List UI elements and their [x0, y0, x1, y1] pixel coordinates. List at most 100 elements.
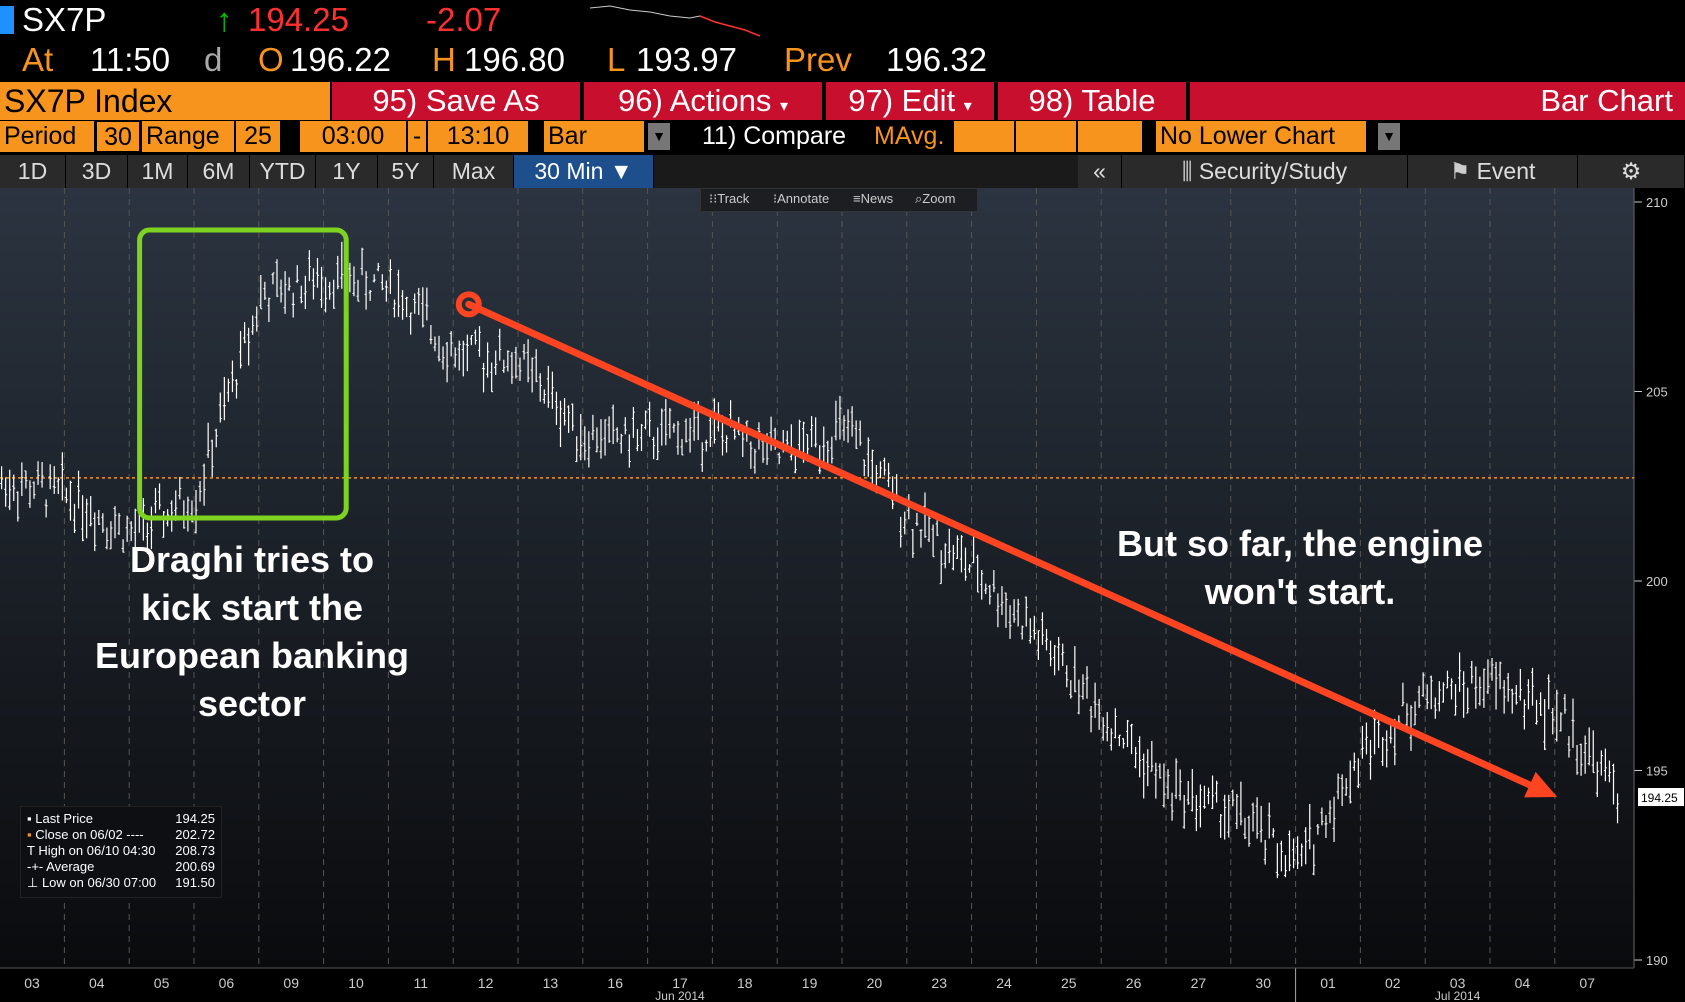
- tab-6m[interactable]: 6M: [188, 155, 250, 188]
- track-button[interactable]: ⁝⁝ Track: [709, 189, 749, 209]
- square-icon: ▪: [27, 811, 36, 826]
- period-field[interactable]: 30: [96, 121, 140, 152]
- trend-arrow: [455, 291, 1558, 798]
- tab-bar: 1D 3D 1M 6M YTD 1Y 5Y Max 30 Min ▼ « ⫼ S…: [0, 155, 1685, 188]
- legend-average: -+- Average 200.69: [27, 859, 215, 875]
- edit-label: 97) Edit: [848, 83, 956, 118]
- trend-line: [465, 300, 1547, 795]
- range-dash: -: [408, 121, 426, 152]
- price-bars: [0, 241, 1620, 879]
- low-value: 193.97: [636, 41, 737, 78]
- last-price-tag[interactable]: 194.25: [1638, 788, 1684, 807]
- end-time-field[interactable]: 13:10: [428, 121, 528, 152]
- compare-button[interactable]: 11) Compare: [702, 122, 847, 150]
- tab-ytd[interactable]: YTD: [250, 155, 316, 188]
- table-button[interactable]: 98) Table: [998, 82, 1188, 120]
- x-tick-label: 11: [414, 975, 429, 991]
- gear-icon[interactable]: ⚙: [1578, 155, 1685, 188]
- tab-3d[interactable]: 3D: [66, 155, 128, 188]
- x-tick-label: 12: [478, 975, 494, 991]
- legend-value: 208.73: [175, 843, 215, 858]
- range-field[interactable]: 25: [236, 121, 280, 152]
- mavg-field-1[interactable]: [954, 121, 1014, 152]
- annotation-line: But so far, the engine: [1116, 523, 1484, 564]
- tab-1d[interactable]: 1D: [0, 155, 66, 188]
- high-marker-icon: T: [27, 843, 39, 858]
- x-tick-label: 10: [348, 975, 364, 991]
- menu-bar: SX7P Index 95) Save As 96) Actions ▾ 97)…: [0, 82, 1685, 120]
- d-label: d: [204, 41, 223, 78]
- mavg-field-3[interactable]: [1078, 121, 1142, 152]
- annotation-line: European banking: [94, 635, 410, 676]
- legend-label: Average: [46, 859, 95, 874]
- plot-background: [0, 188, 1634, 968]
- square-icon: ▪: [27, 827, 36, 842]
- legend-value: 191.50: [175, 875, 215, 890]
- price-chart: 210 205 200 195 190 03 04 05 06 09 10 11 12 13 16 17 18…: [0, 188, 1685, 1002]
- zoom-button[interactable]: ⌕ Zoom: [915, 189, 956, 209]
- y-tick-label: 200: [1646, 574, 1668, 589]
- lower-chart-select[interactable]: No Lower Chart: [1156, 121, 1366, 152]
- annotation-draghi: Draghi tries to kick start the European …: [72, 536, 432, 728]
- annotation-line: sector: [197, 683, 307, 724]
- security-field[interactable]: SX7P Index: [0, 82, 330, 120]
- save-as-button[interactable]: 95) Save As: [332, 82, 582, 120]
- at-label: At: [22, 41, 54, 78]
- arrowhead-icon: [1524, 771, 1558, 798]
- legend-value: 200.69: [175, 859, 215, 874]
- edit-menu[interactable]: 97) Edit ▾: [826, 82, 996, 120]
- style-select[interactable]: Bar: [544, 121, 644, 152]
- x-tick-label: 07: [1579, 975, 1595, 991]
- news-button[interactable]: ≡ News: [853, 189, 893, 209]
- legend-label: Low on 06/30 07:00: [41, 875, 157, 890]
- actions-menu[interactable]: 96) Actions ▾: [584, 82, 824, 120]
- highlight-box: [137, 227, 349, 521]
- legend-low: ⊥ Low on 06/30 07:00 191.50: [27, 875, 215, 891]
- x-tick-label: 03: [1450, 975, 1466, 991]
- chevron-down-icon[interactable]: ▼: [1378, 123, 1400, 150]
- zoom-label: Zoom: [922, 191, 956, 206]
- last-price-value: 194.25: [1641, 791, 1678, 805]
- x-tick-label: 06: [219, 975, 235, 991]
- event-label: Event: [1476, 158, 1536, 184]
- tab-max[interactable]: Max: [434, 155, 514, 188]
- chevron-down-icon: ▾: [963, 98, 972, 115]
- x-tick-label: 04: [1515, 975, 1531, 991]
- x-tick-label: 24: [996, 975, 1012, 991]
- chart-type-title: Bar Chart: [1190, 82, 1685, 120]
- flag-icon: ⚑: [1449, 158, 1477, 184]
- tab-1y[interactable]: 1Y: [316, 155, 378, 188]
- mavg-field-2[interactable]: [1016, 121, 1076, 152]
- annotate-button[interactable]: ⁝ Annotate: [773, 189, 829, 209]
- prev-value: 196.32: [886, 41, 987, 78]
- prev-label: Prev: [784, 41, 852, 78]
- annotate-label: Annotate: [777, 191, 830, 206]
- chart-params: Period 30 Range 25 03:00 - 13:10 Bar ▼ 1…: [0, 121, 1685, 154]
- start-time-field[interactable]: 03:00: [300, 121, 406, 152]
- y-tick-label: 195: [1646, 764, 1668, 779]
- tab-30-min[interactable]: 30 Min ▼: [514, 155, 654, 188]
- quote-time: 11:50: [90, 41, 171, 78]
- chevron-down-icon[interactable]: ▼: [648, 123, 670, 150]
- y-tick-label: 190: [1646, 953, 1668, 968]
- open-value: 196.22: [290, 41, 391, 78]
- security-study-button[interactable]: ⫼ Security/Study: [1122, 155, 1408, 188]
- tab-1m[interactable]: 1M: [128, 155, 188, 188]
- period-label: Period: [0, 121, 94, 152]
- average-marker-icon: -+-: [27, 859, 47, 874]
- month-label: Jul 2014: [1435, 989, 1481, 1002]
- legend-value: 202.72: [175, 827, 215, 842]
- chart-legend: ▪ Last Price 194.25 ▪ Close on 06/02 ----…: [20, 806, 222, 898]
- x-tick-label: 16: [607, 975, 623, 991]
- actions-label: 96) Actions: [617, 83, 772, 118]
- study-icon: ⫼: [1181, 158, 1199, 184]
- x-tick-label: 03: [24, 975, 40, 991]
- event-button[interactable]: ⚑ Event: [1408, 155, 1578, 188]
- legend-label: Close on 06/02 ----: [35, 827, 144, 842]
- tab-5y[interactable]: 5Y: [378, 155, 434, 188]
- x-tick-label: 05: [154, 975, 170, 991]
- x-tick-label: 04: [89, 975, 105, 991]
- x-tick-label: 01: [1320, 975, 1336, 991]
- collapse-icon[interactable]: «: [1078, 155, 1122, 188]
- trend-start-marker: [455, 291, 482, 318]
